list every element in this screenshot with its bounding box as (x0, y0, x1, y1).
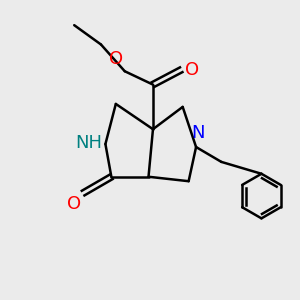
Text: O: O (109, 50, 123, 68)
Text: O: O (185, 61, 199, 79)
Text: NH: NH (75, 134, 102, 152)
Text: O: O (67, 195, 81, 213)
Text: N: N (191, 124, 204, 142)
